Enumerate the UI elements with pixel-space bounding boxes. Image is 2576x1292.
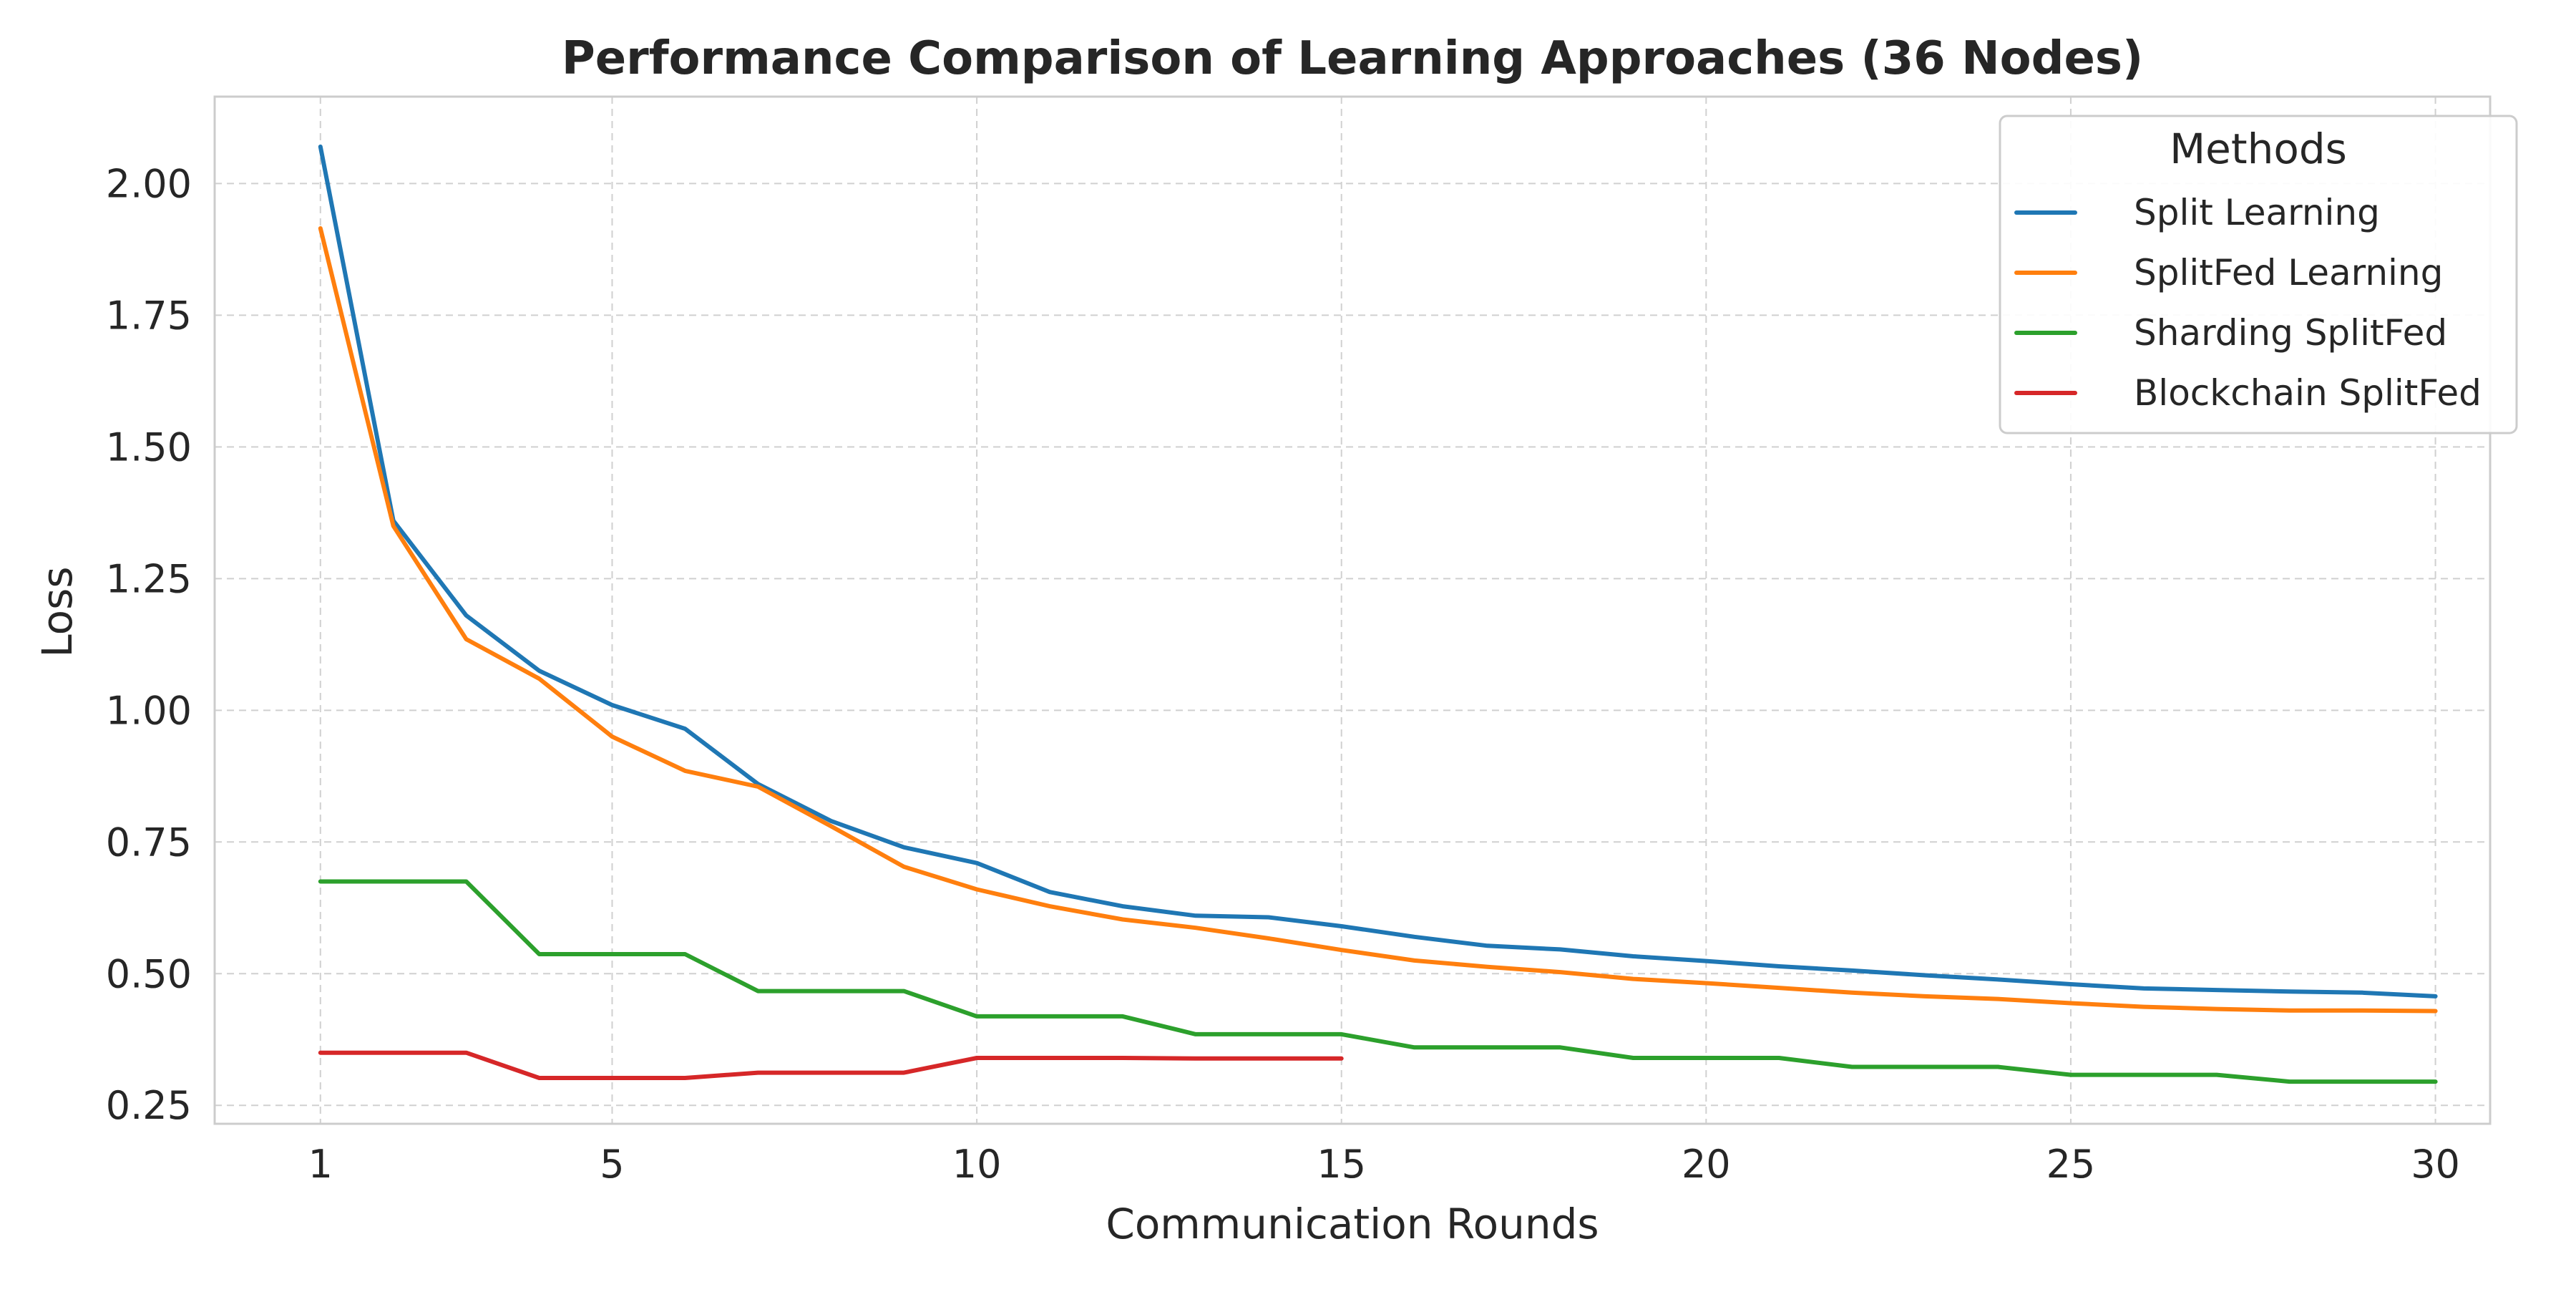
legend-box [1999, 115, 2518, 434]
grid [215, 97, 2490, 1124]
x-tick-label: 15 [1317, 1142, 1366, 1187]
x-tick-label: 10 [952, 1142, 1002, 1187]
series-line-split-learning [318, 144, 2438, 999]
series-line-sharding-splitfed [318, 879, 2438, 1084]
legend-label-split-learning: Split Learning [2134, 192, 2380, 233]
legend-label-sharding-splitfed: Sharding SplitFed [2134, 312, 2447, 354]
x-tick-label: 30 [2411, 1142, 2460, 1187]
y-tick-label: 1.25 [106, 556, 192, 601]
y-tick-label: 0.50 [106, 951, 192, 996]
y-axis-label: Loss [33, 566, 82, 657]
y-tick-label: 0.75 [106, 820, 192, 865]
legend-entries: Split Learning SplitFed Learning Sharding … [2014, 192, 2482, 414]
legend-label-splitfed-learning: SplitFed Learning [2134, 252, 2443, 293]
series-line-blockchain-splitfed [318, 1050, 1344, 1080]
y-tick-label: 1.00 [106, 688, 192, 733]
plot-frame [213, 95, 2492, 1125]
y-axis-ticks: 0.25 0.50 0.75 1.00 1.25 1.50 1.75 2.00 [106, 161, 192, 1128]
x-tick-label: 20 [1682, 1142, 1731, 1187]
y-tick-label: 0.25 [106, 1083, 192, 1128]
legend-title: Methods [2170, 125, 2347, 173]
x-tick-label: 25 [2046, 1142, 2096, 1187]
y-tick-label: 1.75 [106, 293, 192, 338]
x-tick-label: 5 [600, 1142, 624, 1187]
legend-label-blockchain-splitfed: Blockchain SplitFed [2134, 372, 2482, 414]
x-axis-ticks: 1 5 10 15 20 25 30 [308, 1142, 2460, 1187]
series-line-splitfed-learning [318, 226, 2438, 1014]
series-lines [318, 144, 2438, 1084]
x-axis-label: Communication Rounds [1106, 1200, 1599, 1248]
y-tick-label: 1.50 [106, 424, 192, 470]
y-tick-label: 2.00 [106, 161, 192, 206]
x-tick-label: 1 [308, 1142, 333, 1187]
chart-title: Performance Comparison of Learning Appro… [562, 32, 2143, 85]
